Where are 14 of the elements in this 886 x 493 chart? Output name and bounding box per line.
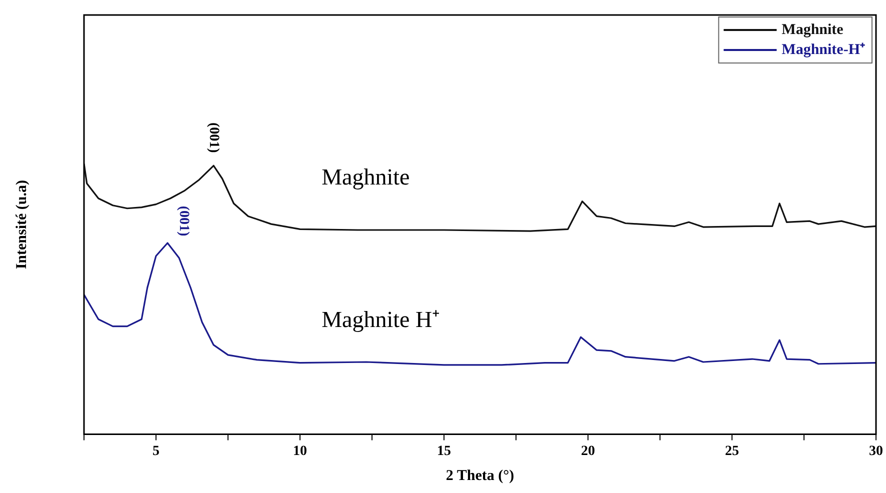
text: (001) (206, 122, 221, 154)
legend-label: Maghnite (782, 22, 844, 38)
legend-label: Maghnite-H⁺ (782, 42, 866, 58)
x-tick-label: 15 (437, 444, 451, 460)
x-axis-title: 2 Theta (°) (446, 468, 514, 484)
x-tick-label: 30 (869, 444, 883, 460)
annotation: (001) (176, 206, 191, 236)
x-tick-label: 20 (581, 444, 595, 460)
annotation: Maghnite H⁺ (322, 306, 440, 332)
y-axis-title: Intensité (u.a) (14, 180, 30, 270)
x-tick-label: 25 (725, 444, 739, 460)
x-tick-label: 5 (152, 444, 160, 460)
annotation: Maghnite (322, 164, 410, 190)
x-tick-label: 10 (293, 444, 307, 460)
